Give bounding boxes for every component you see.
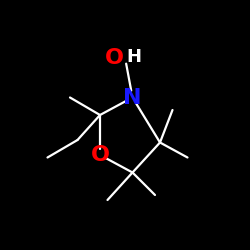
Text: O: O xyxy=(105,48,124,68)
Text: N: N xyxy=(123,88,142,108)
Text: H: H xyxy=(126,48,141,66)
Text: O: O xyxy=(90,145,110,165)
